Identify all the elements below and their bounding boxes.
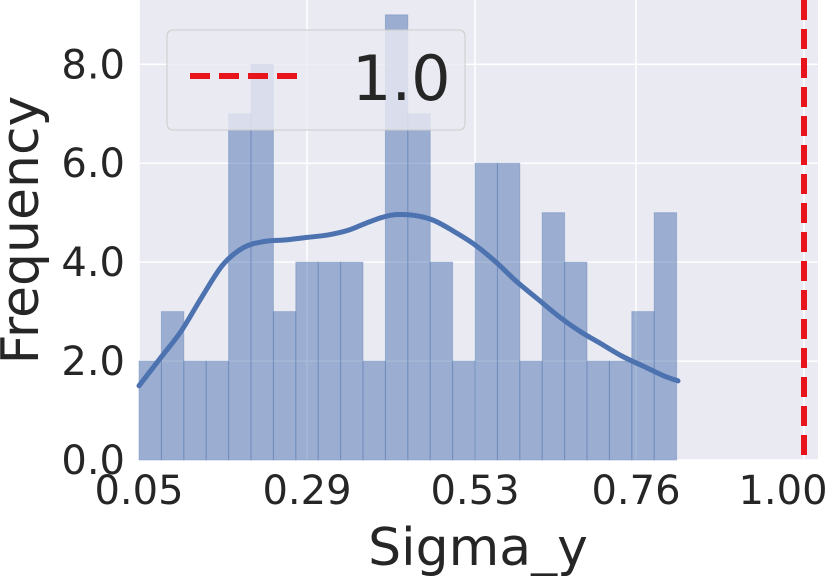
histogram-bar-0 [138,360,162,461]
histogram-bar-10 [362,360,386,461]
histogram-bar-8 [317,261,342,461]
histogram-bar-4 [228,113,252,461]
histogram-bar-23 [653,212,678,461]
legend: 1.0 [166,29,466,131]
kde-curve [136,211,681,389]
histogram-bar-6 [272,311,297,461]
histogram-bar-13 [429,261,454,461]
legend-label: 1.0 [352,42,451,115]
histogram-bar-18 [541,212,566,461]
x-tick-label-2: 0.53 [430,468,519,514]
histogram-bar-7 [295,261,319,461]
x-tick-label-4: 1.00 [738,468,827,514]
x-tick-labels: 0.05 0.29 0.53 0.76 1.00 [94,468,827,514]
histogram-bar-20 [586,360,610,461]
y-tick-label-3: 6.0 [61,141,125,187]
y-tick-label-4: 8.0 [61,42,125,88]
histogram-bar-19 [564,261,588,461]
x-tick-label-1: 0.29 [262,468,351,514]
histogram-bar-16 [496,162,521,461]
x-axis-label: Sigma_y [368,518,588,576]
y-tick-label-0: 0.0 [61,438,125,484]
x-tick-label-3: 0.76 [591,468,680,514]
y-tick-label-2: 4.0 [61,240,125,286]
kde-line [136,211,681,389]
histogram-bar-3 [205,360,230,461]
histogram-bar-21 [608,360,633,461]
histogram-bar-2 [183,360,207,461]
histogram-bar-17 [519,360,543,461]
x-tick-label-0: 0.05 [94,468,183,514]
histogram-bar-14 [452,360,476,461]
y-tick-label-1: 2.0 [61,339,125,385]
histogram-bar-22 [631,311,655,461]
histogram-bar-12 [407,113,431,461]
y-tick-labels: 0.0 2.0 4.0 6.0 8.0 [61,42,125,484]
histogram-bar-15 [474,162,498,461]
histogram-bar-9 [340,261,364,461]
y-axis-label: Frequency [0,96,51,365]
legend-box [166,29,466,131]
